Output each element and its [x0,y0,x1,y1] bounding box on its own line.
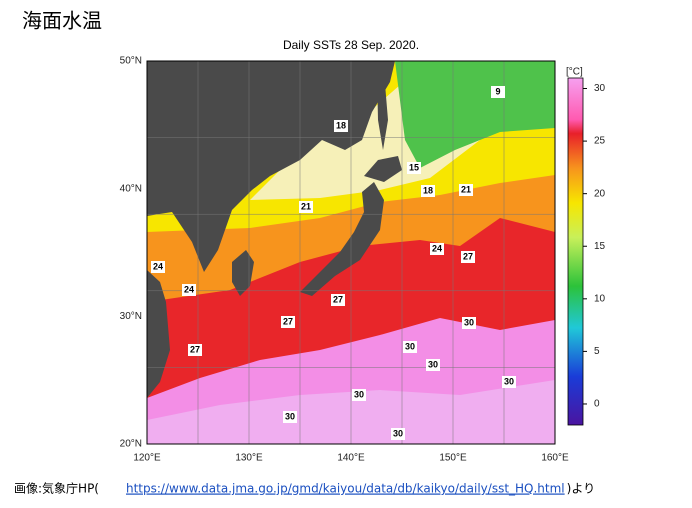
map-title: Daily SSTs 28 Sep. 2020. [283,38,419,52]
source-link[interactable]: https://www.data.jma.go.jp/gmd/kaiyou/da… [126,482,565,496]
lat-label: 40°N [120,183,142,194]
lon-label: 130°E [235,453,263,464]
contour-label: 30 [354,389,364,399]
contour-label: 15 [409,162,419,172]
contour-label: 30 [428,359,438,369]
contour-label: 24 [153,261,163,271]
lat-label: 20°N [120,439,142,450]
contour-label-box [352,389,366,401]
contour-label: 9 [495,86,500,96]
colorbar-tick-label: 25 [594,136,606,147]
contour-label-box [502,376,516,388]
contour-label-box [299,201,313,213]
contour-label-box [461,251,475,263]
contour-label-box [391,428,405,440]
contour-label: 24 [184,284,194,294]
contour-label-box [462,317,476,329]
contour-label: 27 [190,344,200,354]
contour-label-box [281,316,295,328]
map-frame [146,60,556,445]
colorbar [567,77,584,426]
lon-label: 150°E [439,453,467,464]
lon-label: 120°E [133,453,161,464]
contour-label: 30 [464,317,474,327]
contour-label-box [334,120,348,132]
contour-label-box [426,359,440,371]
contour-label: 30 [405,341,415,351]
lon-label: 140°E [337,453,365,464]
lat-label: 50°N [120,56,142,67]
page-title: 海面水温 [22,9,102,33]
contour-label: 18 [423,185,433,195]
contour-label: 30 [504,376,514,386]
contour-label-box [407,162,421,174]
contour-label: 24 [432,243,442,253]
sst-map: 9 18 15 18 21 21 24 27 24 24 27 27 27 30 30 30 30 30 30 30 [147,61,555,444]
colorbar-unit: [°C] [566,67,583,78]
contour-label-box [459,184,473,196]
lon-label: 160°E [541,453,569,464]
contour-label-box [151,261,165,273]
contour-label-box [331,294,345,306]
contour-label: 27 [333,294,343,304]
contour-label: 18 [336,120,346,130]
contour-label: 27 [283,316,293,326]
colorbar-tick-label: 20 [594,188,606,199]
contour-label-box [283,411,297,423]
colorbar-tick-label: 30 [594,83,606,94]
colorbar-tick-label: 5 [594,346,600,357]
lat-label: 30°N [120,311,142,322]
colorbar-tick-label: 10 [594,293,606,304]
contour-label-box [421,185,435,197]
colorbar-tick-label: 0 [594,399,600,410]
contour-label: 30 [285,411,295,421]
contour-label-box [182,284,196,296]
contour-label-box [188,344,202,356]
contour-label: 21 [301,201,311,211]
contour-label-box [403,341,417,353]
caption-prefix: 画像:気象庁HP( [14,481,99,496]
contour-label: 27 [463,251,473,261]
contour-label: 30 [393,428,403,438]
contour-label-box [491,86,505,98]
contour-label: 21 [461,184,471,194]
colorbar-tick-label: 15 [594,241,606,252]
contour-label-box [430,243,444,255]
caption-suffix: )より [567,482,595,496]
